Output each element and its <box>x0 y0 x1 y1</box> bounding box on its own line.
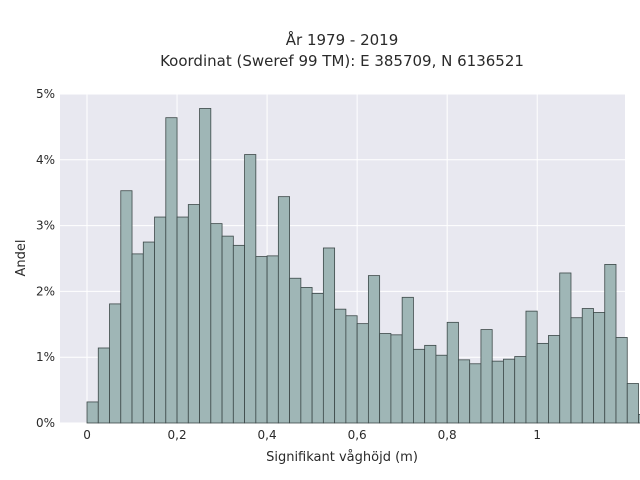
histogram-bar <box>514 356 527 424</box>
x-tick-label: 0 <box>83 428 91 442</box>
histogram-bar <box>255 256 268 424</box>
histogram-bar <box>413 348 426 424</box>
histogram-bar <box>165 117 178 424</box>
histogram-bar <box>322 247 336 424</box>
y-axis-ticks: 0% 1% 2% 3% 4% 5% <box>36 87 55 430</box>
histogram-bar <box>120 190 133 424</box>
histogram-bar <box>97 347 110 424</box>
histogram-bar <box>199 108 212 424</box>
histogram-bar <box>559 272 572 424</box>
histogram-bar <box>300 287 313 424</box>
histogram-bar <box>570 317 583 424</box>
histogram-bar <box>187 204 200 424</box>
chart-title-line2: Koordinat (Sweref 99 TM): E 385709, N 61… <box>160 52 524 70</box>
x-axis-label: Signifikant våghöjd (m) <box>266 450 418 465</box>
y-tick-label: 3% <box>36 219 55 233</box>
y-tick-label: 4% <box>36 153 55 167</box>
histogram-bar <box>86 401 99 424</box>
histogram-bar <box>334 308 347 424</box>
x-tick-label: 0,2 <box>168 428 187 442</box>
histogram-bar <box>289 277 302 424</box>
histogram-bar <box>458 359 471 424</box>
histogram-bars <box>86 108 640 424</box>
x-tick-label: 0,6 <box>348 428 367 442</box>
histogram-bar <box>367 275 381 424</box>
y-tick-label: 1% <box>36 350 55 364</box>
histogram-bar <box>109 303 122 424</box>
histogram-bar <box>345 315 358 424</box>
histogram-bar <box>401 296 414 424</box>
histogram-bar <box>626 383 639 424</box>
histogram-bar <box>604 264 617 424</box>
histogram-bar <box>176 216 189 424</box>
histogram-bar <box>525 310 538 424</box>
y-tick-label: 0% <box>36 416 55 430</box>
y-tick-label: 5% <box>36 87 55 101</box>
histogram-bar <box>491 360 504 424</box>
histogram-bar <box>615 337 628 424</box>
y-axis-label: Andel <box>14 240 29 277</box>
histogram-bar <box>266 255 279 424</box>
histogram-bar <box>446 321 459 424</box>
histogram-bar <box>638 414 640 424</box>
histogram-bar <box>480 329 493 424</box>
histogram-bar <box>232 244 245 424</box>
x-tick-label: 0,8 <box>438 428 457 442</box>
histogram-bar <box>469 363 482 424</box>
histogram-bar <box>142 241 155 424</box>
histogram-bar <box>548 335 561 424</box>
histogram-bar <box>503 358 516 424</box>
histogram-bar <box>593 312 606 424</box>
histogram-bar <box>379 333 392 424</box>
histogram-bar <box>131 253 144 424</box>
x-tick-label: 0,4 <box>258 428 277 442</box>
histogram-bar <box>435 354 448 424</box>
histogram-bar <box>277 196 291 424</box>
y-tick-label: 2% <box>36 284 55 298</box>
histogram-bar <box>244 154 257 424</box>
histogram-bar <box>356 323 369 424</box>
chart-title-line1: År 1979 - 2019 <box>286 30 399 49</box>
histogram-bar <box>154 216 167 424</box>
x-axis-ticks: 0 0,2 0,4 0,6 0,8 1 <box>83 428 541 442</box>
histogram-bar <box>424 344 437 424</box>
histogram-bar <box>221 235 234 424</box>
histogram-bar <box>210 223 223 424</box>
histogram-bar <box>581 308 594 424</box>
histogram-bar <box>536 342 549 424</box>
histogram-bar <box>311 292 324 424</box>
x-tick-label: 1 <box>533 428 541 442</box>
histogram-bar <box>390 334 403 424</box>
